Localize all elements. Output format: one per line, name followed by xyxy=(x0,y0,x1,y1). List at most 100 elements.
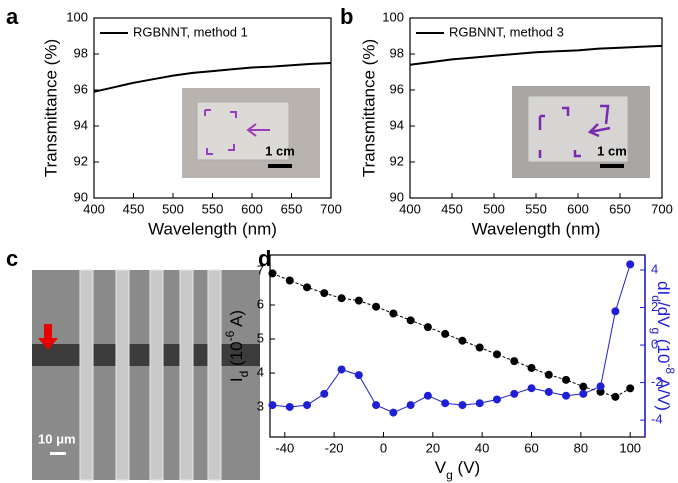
y-tick-label: 90 xyxy=(74,189,88,204)
y-tick-label: 94 xyxy=(390,117,404,132)
label-sub: g xyxy=(649,327,663,334)
data-point xyxy=(579,389,588,398)
data-point xyxy=(406,316,415,325)
label-part: dI xyxy=(654,281,673,295)
label-sup: -6 xyxy=(223,330,237,341)
series-line xyxy=(93,62,332,93)
label-part: V xyxy=(435,458,447,477)
y2-tick-label: 0 xyxy=(651,336,658,351)
data-point xyxy=(268,401,277,410)
scale-bar-label: 10 μm xyxy=(38,431,76,446)
data-point xyxy=(285,276,294,285)
data-point xyxy=(285,402,294,411)
x-axis-label: Vg (V) xyxy=(435,458,480,482)
label-part: A) xyxy=(227,310,246,331)
series-line xyxy=(272,264,631,414)
x-tick-label: 500 xyxy=(483,201,505,216)
data-point xyxy=(626,260,635,269)
x-axis-label: Wavelength (nm) xyxy=(148,219,277,238)
y2-axis-label: dId/dVg (10-8 A/V) xyxy=(649,281,677,411)
label-part: (10 xyxy=(654,334,673,363)
x-tick-label: 600 xyxy=(567,201,589,216)
x-tick-label: 60 xyxy=(524,440,538,455)
x-tick-label: 650 xyxy=(609,201,631,216)
data-point xyxy=(337,294,346,303)
x-tick-label: 550 xyxy=(202,201,224,216)
y-tick-label: 92 xyxy=(390,153,404,168)
data-point xyxy=(527,384,536,393)
sem-image: 10 μm xyxy=(32,269,260,481)
data-point xyxy=(389,408,398,417)
y2-tick-label: -4 xyxy=(651,412,663,427)
data-point xyxy=(492,395,501,404)
legend-label: RGBNNT, method 3 xyxy=(449,24,564,39)
x-tick-label: 550 xyxy=(525,201,547,216)
y-tick-label: 98 xyxy=(390,45,404,60)
x-tick-label: 80 xyxy=(574,440,588,455)
y2-tick-label: 4 xyxy=(651,261,658,276)
x-tick-label: 650 xyxy=(281,201,303,216)
data-point xyxy=(354,296,363,305)
data-point xyxy=(423,391,432,400)
x-tick-label: 400 xyxy=(83,201,105,216)
data-point xyxy=(423,323,432,332)
data-point xyxy=(406,401,415,410)
x-tick-label: -40 xyxy=(275,440,294,455)
x-tick-label: 450 xyxy=(123,201,145,216)
y-tick-label: 100 xyxy=(382,9,404,24)
data-point xyxy=(372,401,381,410)
data-point xyxy=(475,399,484,408)
x-tick-label: -20 xyxy=(325,440,344,455)
y-tick-label: 90 xyxy=(390,189,404,204)
y-tick-label: 96 xyxy=(74,81,88,96)
y-tick-label: 3 xyxy=(257,399,264,414)
data-point xyxy=(611,307,620,316)
data-point xyxy=(320,389,329,398)
data-point xyxy=(389,309,398,318)
data-point xyxy=(458,336,467,345)
data-point xyxy=(475,343,484,352)
inset-photo xyxy=(182,86,650,178)
y-axis-label: Transmittance (%) xyxy=(41,39,60,177)
panel-label: b xyxy=(340,4,353,29)
y-tick-label: 92 xyxy=(74,153,88,168)
plot-frame xyxy=(269,254,646,438)
x-axis-label: Wavelength (nm) xyxy=(472,219,601,238)
data-point xyxy=(441,399,450,408)
x-tick-label: 400 xyxy=(399,201,421,216)
x-tick-label: 700 xyxy=(651,201,673,216)
data-point xyxy=(458,401,467,410)
label-part: (10 xyxy=(227,341,246,370)
data-point xyxy=(544,370,553,379)
series-line xyxy=(272,272,631,398)
label-sub: d xyxy=(649,295,663,302)
y-tick-label: 100 xyxy=(66,9,88,24)
y-tick-label: 7 xyxy=(257,262,264,277)
x-tick-label: 500 xyxy=(162,201,184,216)
data-point xyxy=(492,350,501,359)
y-tick-label: 98 xyxy=(74,45,88,60)
y-tick-label: 5 xyxy=(257,330,264,345)
panel-label: c xyxy=(6,246,18,271)
series-line xyxy=(409,44,663,66)
label-sub: g xyxy=(446,468,453,482)
data-point xyxy=(626,384,635,393)
data-point xyxy=(510,389,519,398)
data-point xyxy=(303,401,312,410)
data-point xyxy=(527,363,536,372)
panel-label: a xyxy=(6,4,19,29)
data-point xyxy=(611,392,620,401)
data-point xyxy=(441,329,450,338)
data-point xyxy=(579,382,588,391)
data-point xyxy=(562,391,571,400)
y-tick-label: 94 xyxy=(74,117,88,132)
y-tick-label: 6 xyxy=(257,296,264,311)
data-point xyxy=(320,289,329,298)
panel-label: d xyxy=(258,246,271,271)
x-tick-label: 0 xyxy=(380,440,387,455)
data-point xyxy=(596,382,605,391)
y2-tick-label: -2 xyxy=(651,374,663,389)
legend-label: RGBNNT, method 1 xyxy=(133,24,248,39)
label-part: A/V) xyxy=(654,374,673,411)
label-sub: d xyxy=(237,371,251,378)
